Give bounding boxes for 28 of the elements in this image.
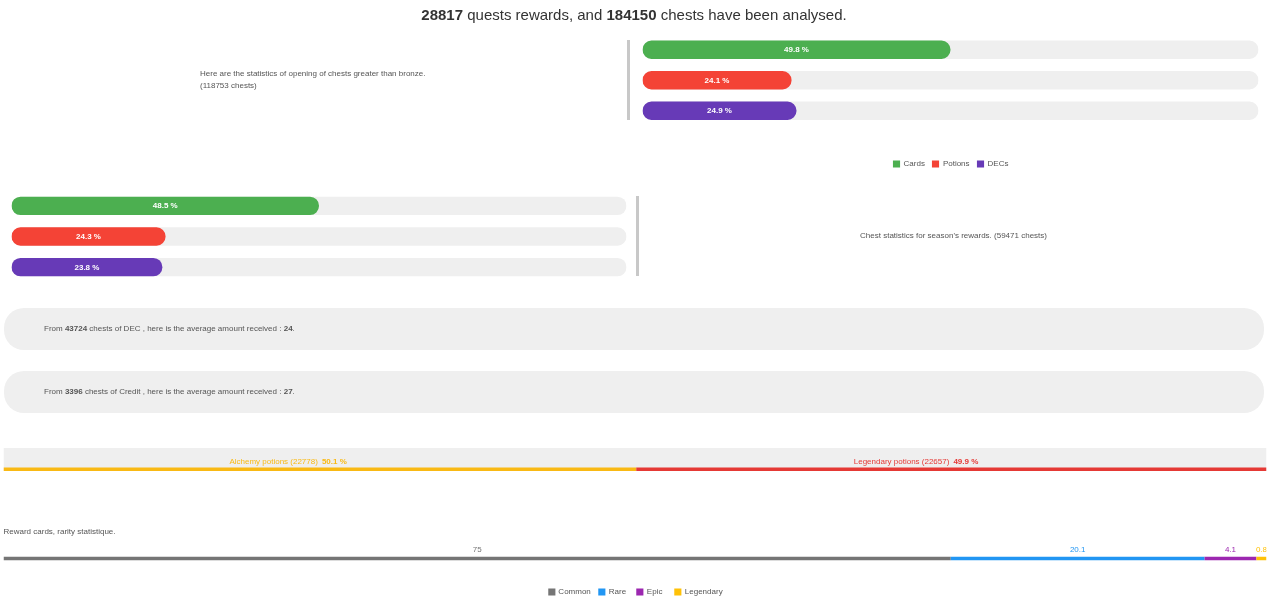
data-label: 50.1 % bbox=[321, 456, 347, 466]
text: From 3396 chests of Credit , here is the average amount received : 27. bbox=[4, 371, 1264, 413]
data-label: 49.8 % bbox=[784, 45, 809, 55]
legend-label: Cards bbox=[903, 159, 925, 168]
series-label: Legendary potions (22657) bbox=[853, 456, 950, 466]
text: Chest statistics for season's rewards. (59471 chests) bbox=[860, 230, 1047, 242]
text: Here are the statistics of opening of chests greater than bronze. bbox=[200, 69, 426, 78]
text: From 43724 chests of DEC , here is the average amount received : 24. bbox=[4, 308, 1264, 350]
legend-label: Legendary bbox=[684, 587, 723, 596]
data-label: 49.9 % bbox=[953, 456, 979, 466]
data-label: 75 bbox=[472, 545, 483, 555]
data-label: 4.1 bbox=[1224, 545, 1237, 555]
chart-title: 28817 quests rewards, and 184150 chests have been analysed. bbox=[420, 5, 848, 25]
text: (118753 chests) bbox=[200, 81, 257, 90]
data-label: 20.1 bbox=[1069, 545, 1087, 555]
series-label: Alchemy potions (22778) bbox=[229, 456, 319, 466]
data-label: 23.8 % bbox=[74, 262, 100, 272]
data-label: 48.5 % bbox=[152, 201, 178, 211]
data-label: 0.8 bbox=[1255, 545, 1268, 555]
legend-label: Potions bbox=[942, 159, 970, 168]
data-label: 24.3 % bbox=[76, 232, 101, 241]
legend-label: Rare bbox=[608, 587, 628, 596]
legend-label: Epic bbox=[646, 587, 664, 596]
chart-title: Reward cards, rarity statistique. bbox=[3, 526, 116, 536]
legend-label: DECs bbox=[987, 159, 1009, 168]
legend-label: Common bbox=[558, 587, 591, 596]
data-label: 24.1 % bbox=[704, 75, 730, 85]
data-label: 24.9 % bbox=[707, 106, 732, 116]
